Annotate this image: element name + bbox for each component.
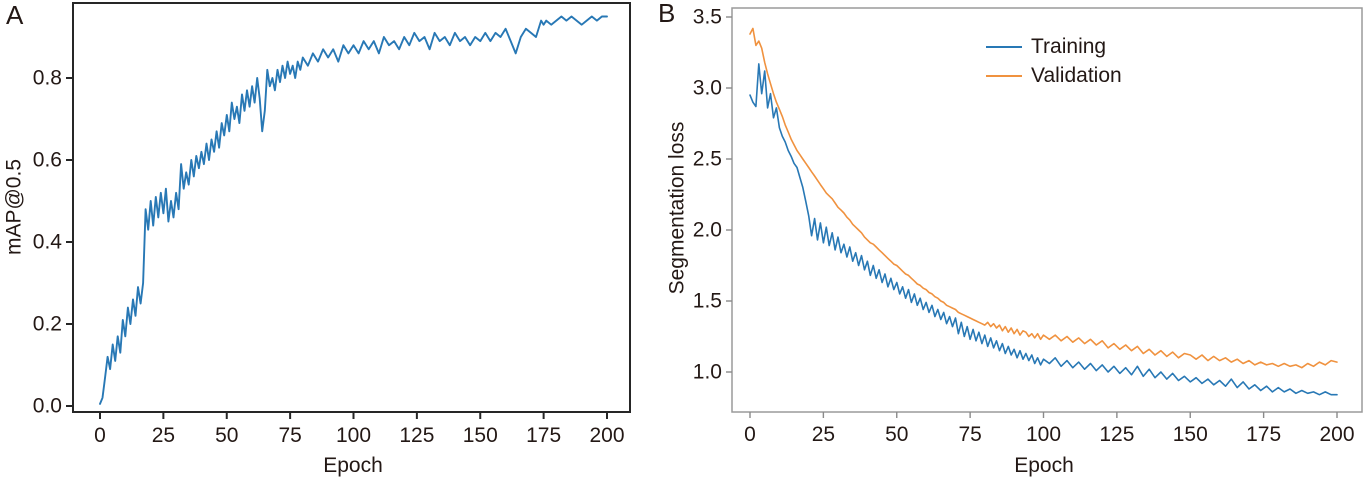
x-tick-label: 0 <box>94 424 106 447</box>
y-tick-label: 0.8 <box>32 66 62 90</box>
x-tick-label: 75 <box>958 423 982 446</box>
legend-label-validation: Validation <box>1031 64 1122 87</box>
y-tick-label: 3.5 <box>692 5 722 29</box>
x-tick-label: 200 <box>589 424 625 447</box>
axes-box <box>731 7 1363 413</box>
legend-label-training: Training <box>1031 35 1107 58</box>
x-tick-label: 200 <box>1319 423 1355 446</box>
x-tick-label: 0 <box>744 423 756 446</box>
legend: Training Validation <box>986 34 1122 88</box>
x-tick-label: 100 <box>1025 423 1062 446</box>
y-tick-label: 3.0 <box>692 76 722 100</box>
y-tick-label: 1.0 <box>692 360 722 384</box>
y-tick-label: 0.2 <box>32 312 62 336</box>
x-tick-label: 25 <box>811 423 836 446</box>
series-line-training <box>749 63 1338 396</box>
x-tick-label: 50 <box>885 423 909 446</box>
x-tick-label: 175 <box>1246 423 1282 446</box>
y-tick-label: 0.6 <box>32 148 62 172</box>
series-line-validation <box>749 27 1338 369</box>
panel-b-x-axis-label: Epoch <box>1014 454 1074 477</box>
x-tick-label: 75 <box>278 424 302 447</box>
x-tick-label: 175 <box>526 424 562 447</box>
x-tick-label: 150 <box>462 424 498 447</box>
panel-b-letter: B <box>658 0 676 28</box>
axes-box <box>72 2 631 413</box>
y-tick-label: 1.5 <box>692 289 722 313</box>
x-tick-label: 50 <box>215 424 239 447</box>
legend-item-training: Training <box>986 34 1122 59</box>
panel-a-x-axis-label: Epoch <box>323 454 383 477</box>
panel-a-letter: A <box>6 0 24 30</box>
training-line-swatch <box>986 45 1022 48</box>
x-tick-label: 150 <box>1172 423 1208 446</box>
x-tick-label: 25 <box>151 424 176 447</box>
y-tick-label: 0.0 <box>32 394 62 418</box>
y-tick-label: 2.0 <box>692 218 722 242</box>
x-tick-label: 125 <box>1099 423 1135 446</box>
validation-line-swatch <box>986 74 1022 77</box>
y-tick-label: 0.4 <box>32 230 62 254</box>
x-tick-label: 100 <box>335 424 372 447</box>
x-tick-label: 125 <box>399 424 435 447</box>
series-line-map-0-5 <box>99 15 608 405</box>
legend-item-validation: Validation <box>986 63 1122 88</box>
y-tick-label: 2.5 <box>692 147 722 171</box>
